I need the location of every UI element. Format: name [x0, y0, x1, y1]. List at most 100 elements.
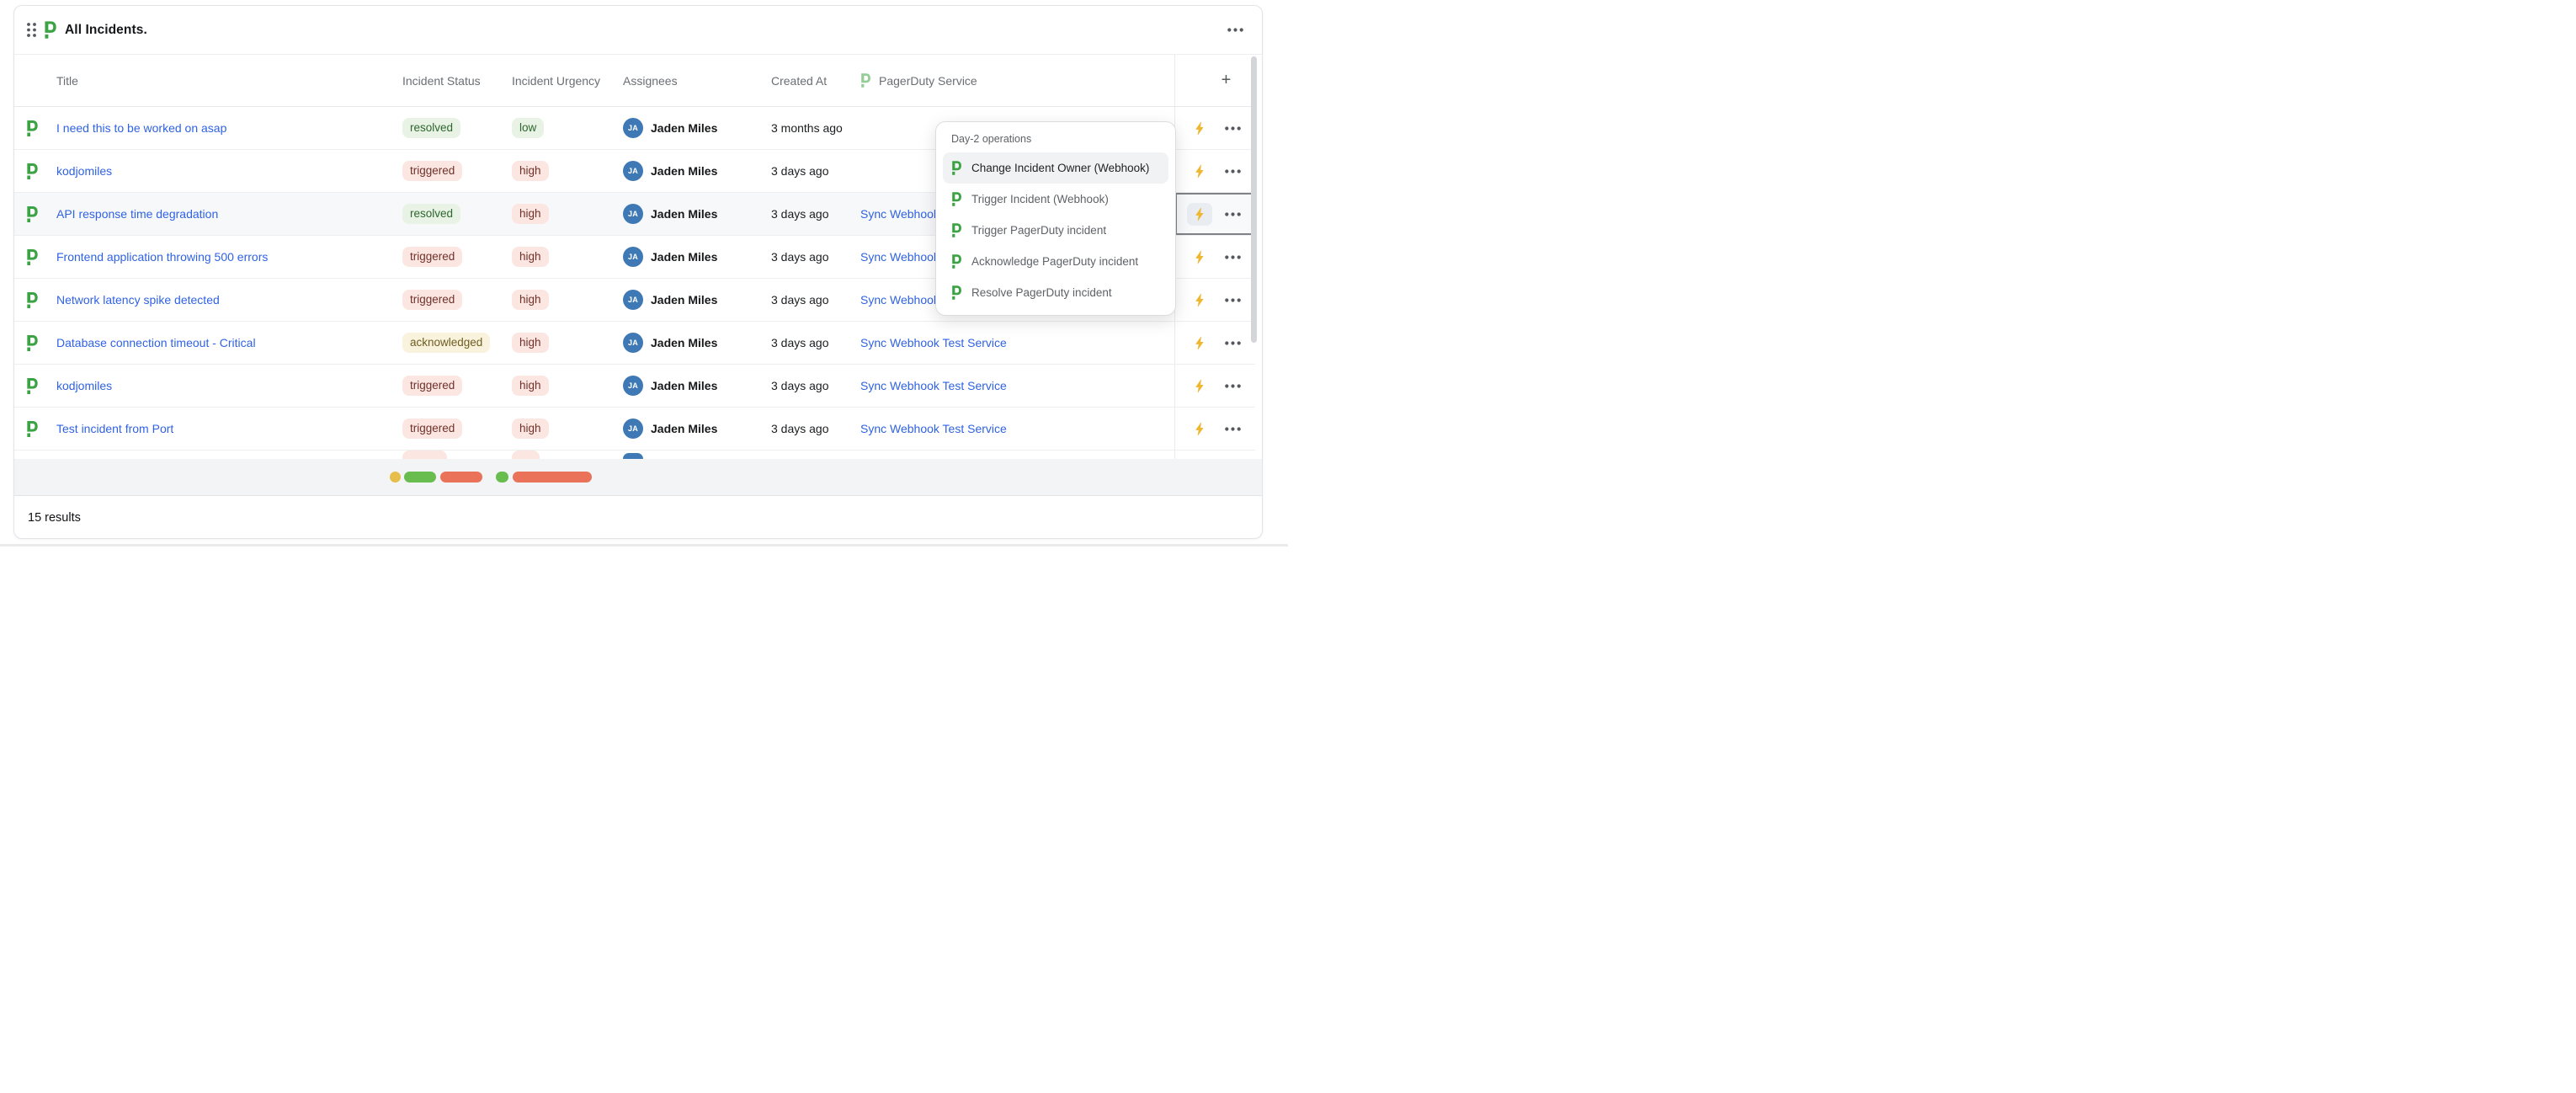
incident-urgency-badge: high	[512, 333, 549, 353]
menu-item-label: Trigger PagerDuty incident	[971, 224, 1106, 237]
row-menu-button[interactable]	[1225, 126, 1241, 131]
created-at: 3 months ago	[771, 121, 843, 135]
vertical-scrollbar[interactable]	[1251, 56, 1257, 343]
incident-title-link[interactable]: API response time degradation	[56, 207, 218, 221]
menu-item-label: Change Incident Owner (Webhook)	[971, 162, 1149, 174]
assignee-name: Jaden Miles	[651, 207, 717, 221]
created-at: 3 days ago	[771, 336, 829, 349]
incident-title-link[interactable]: Frontend application throwing 500 errors	[56, 250, 268, 264]
column-header-incident-status[interactable]: Incident Status	[402, 74, 512, 88]
menu-item[interactable]: Change Incident Owner (Webhook)	[943, 152, 1168, 184]
lightning-action-button[interactable]	[1187, 117, 1212, 140]
incident-title-link[interactable]: Database connection timeout - Critical	[56, 336, 256, 349]
avatar: JA	[623, 204, 643, 224]
pagerduty-icon	[26, 120, 39, 136]
pagerduty-icon	[26, 249, 39, 265]
add-column-button[interactable]: +	[1174, 55, 1255, 106]
row-menu-button[interactable]	[1225, 341, 1241, 345]
row-menu-button[interactable]	[1225, 384, 1241, 388]
incident-title-link[interactable]: Network latency spike detected	[56, 293, 220, 307]
menu-section-label: Day-2 operations	[936, 130, 1175, 152]
menu-item-label: Resolve PagerDuty incident	[971, 286, 1112, 299]
summary-pill	[404, 472, 436, 483]
assignee-name: Jaden Miles	[651, 293, 717, 307]
incident-urgency-badge: high	[512, 419, 549, 439]
column-header-created-at[interactable]: Created At	[771, 74, 860, 88]
incident-status-badge: resolved	[402, 118, 460, 138]
incident-status-badge	[402, 451, 447, 459]
row-menu-button[interactable]	[1225, 212, 1241, 216]
incident-urgency-badge: high	[512, 204, 549, 224]
pagerduty-icon	[26, 378, 39, 394]
column-header-pagerduty-service[interactable]: PagerDuty Service	[860, 73, 1174, 88]
summary-pill	[513, 472, 592, 483]
pagerduty-icon	[951, 223, 962, 237]
incident-title-link[interactable]: kodjomiles	[56, 164, 112, 178]
menu-item[interactable]: Resolve PagerDuty incident	[943, 277, 1168, 308]
incident-status-badge: triggered	[402, 247, 462, 267]
incident-urgency-badge: high	[512, 376, 549, 396]
day2-operations-menu: Day-2 operations Change Incident Owner (…	[935, 121, 1176, 316]
lightning-action-button[interactable]	[1187, 289, 1212, 312]
pagerduty-icon	[26, 206, 39, 222]
pagerduty-service-link[interactable]: Sync Webhook Test Service	[860, 422, 1007, 435]
lightning-action-button[interactable]	[1187, 375, 1212, 397]
assignee-name: Jaden Miles	[651, 121, 717, 135]
incident-urgency-badge	[512, 451, 540, 459]
summary-band	[14, 459, 1262, 496]
lightning-action-button[interactable]	[1187, 246, 1212, 269]
created-at: 3 days ago	[771, 164, 829, 178]
table-row: Test incident from Port triggered high J…	[14, 408, 1255, 451]
avatar: JA	[623, 290, 643, 310]
incident-urgency-badge: high	[512, 247, 549, 267]
table-row: Database connection timeout - Critical a…	[14, 322, 1255, 365]
pagerduty-service-link[interactable]: Sync Webhook Test Service	[860, 379, 1007, 392]
all-incidents-widget: All Incidents. Title Incident Status Inc…	[13, 5, 1263, 539]
incident-title-link[interactable]: kodjomiles	[56, 379, 112, 392]
incident-title-link[interactable]: Test incident from Port	[56, 422, 173, 435]
lightning-action-button[interactable]	[1187, 160, 1212, 183]
created-at: 3 days ago	[771, 207, 829, 221]
widget-header: All Incidents.	[14, 6, 1262, 55]
column-header-assignees[interactable]: Assignees	[623, 74, 771, 88]
row-menu-button[interactable]	[1225, 427, 1241, 431]
avatar: JA	[623, 376, 643, 396]
pagerduty-icon	[44, 21, 57, 39]
menu-item-label: Trigger Incident (Webhook)	[971, 193, 1109, 205]
incident-urgency-badge: high	[512, 161, 549, 181]
pagerduty-icon	[951, 161, 962, 175]
avatar: JA	[623, 118, 643, 138]
lightning-action-button[interactable]	[1187, 203, 1212, 226]
summary-pill	[390, 472, 401, 483]
created-at: 3 days ago	[771, 250, 829, 264]
avatar	[623, 453, 643, 459]
row-menu-button[interactable]	[1225, 169, 1241, 173]
table-row: kodjomiles triggered high JAJaden Miles …	[14, 365, 1255, 408]
incident-urgency-badge: low	[512, 118, 544, 138]
pagerduty-service-link[interactable]: Sync Webhook Test Service	[860, 336, 1007, 349]
menu-item[interactable]: Trigger Incident (Webhook)	[943, 184, 1168, 215]
column-header-incident-urgency[interactable]: Incident Urgency	[512, 74, 623, 88]
pagerduty-icon	[951, 192, 962, 206]
created-at: 3 days ago	[771, 422, 829, 435]
incident-urgency-badge: high	[512, 290, 549, 310]
results-count: 15 results	[28, 511, 81, 525]
pagerduty-icon	[26, 163, 39, 179]
incident-status-badge: triggered	[402, 419, 462, 439]
incident-status-badge: triggered	[402, 376, 462, 396]
drag-handle-icon[interactable]	[26, 22, 37, 38]
menu-item[interactable]: Trigger PagerDuty incident	[943, 215, 1168, 246]
assignee-name: Jaden Miles	[651, 379, 717, 392]
lightning-action-button[interactable]	[1187, 418, 1212, 440]
avatar: JA	[623, 161, 643, 181]
results-footer: 15 results	[14, 496, 1262, 539]
lightning-action-button[interactable]	[1187, 332, 1212, 355]
created-at: 3 days ago	[771, 293, 829, 307]
assignee-name: Jaden Miles	[651, 336, 717, 349]
menu-item[interactable]: Acknowledge PagerDuty incident	[943, 246, 1168, 277]
column-header-title[interactable]: Title	[56, 74, 402, 88]
widget-menu-button[interactable]	[1227, 28, 1243, 32]
row-menu-button[interactable]	[1225, 298, 1241, 302]
incident-title-link[interactable]: I need this to be worked on asap	[56, 121, 226, 135]
row-menu-button[interactable]	[1225, 255, 1241, 259]
